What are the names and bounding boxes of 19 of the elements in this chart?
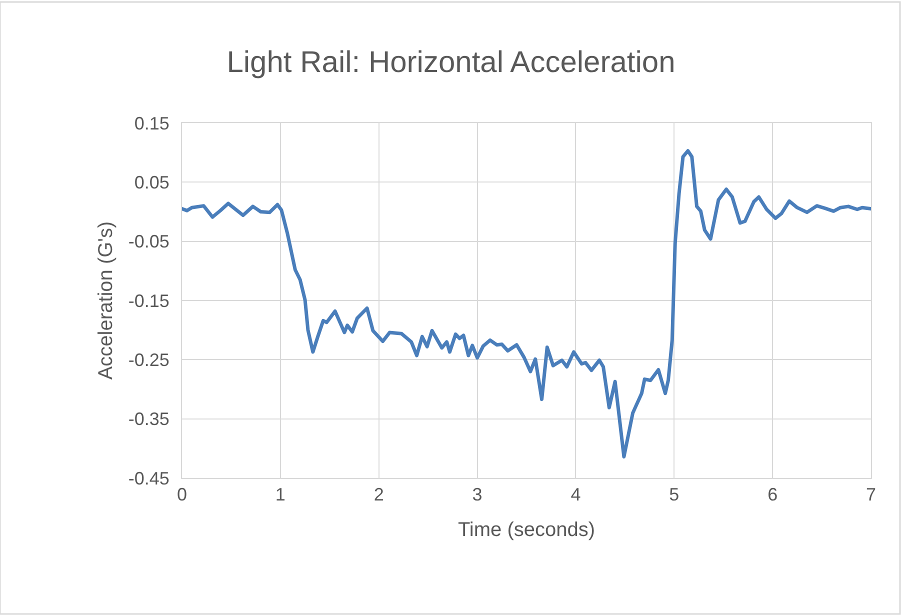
y-tick-label: -0.25 (128, 350, 170, 370)
y-tick-label: 0.15 (134, 113, 170, 134)
y-tick-label: 0.05 (134, 172, 170, 192)
y-axis-title: Acceleration (G's) (94, 221, 117, 380)
x-tick-label: 7 (866, 484, 876, 505)
y-tick-label: -0.45 (128, 468, 170, 488)
y-tick-label: -0.15 (128, 290, 170, 311)
chart-title: Light Rail: Horizontal Acceleration (226, 46, 676, 79)
x-axis-title: Time (seconds) (458, 519, 596, 542)
x-tick-label: 0 (176, 484, 188, 505)
x-tick-label: 4 (570, 484, 581, 505)
x-tick-label: 1 (275, 484, 286, 505)
x-tick-label: 5 (669, 484, 680, 505)
x-tick-label: 6 (768, 484, 778, 505)
y-tick-label: -0.05 (128, 232, 170, 252)
line-series (182, 149, 871, 458)
x-tick-label: 2 (374, 484, 384, 505)
y-tick-label: -0.35 (128, 409, 170, 430)
x-tick-label: 3 (472, 484, 482, 505)
